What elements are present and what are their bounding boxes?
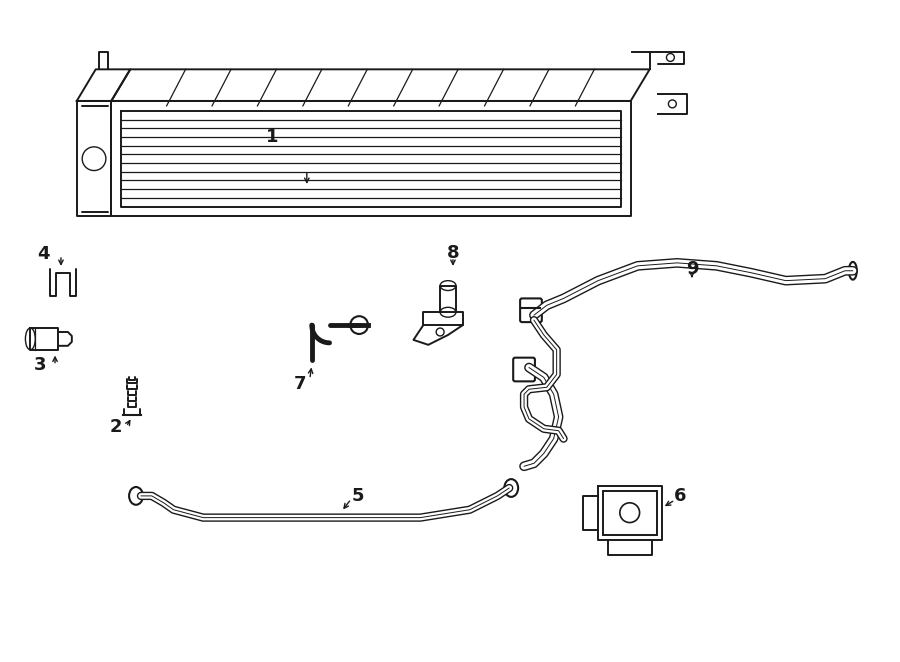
Text: 2: 2 <box>110 418 122 436</box>
Text: 1: 1 <box>266 128 278 146</box>
Text: 8: 8 <box>446 244 459 262</box>
Ellipse shape <box>849 262 857 279</box>
Text: 9: 9 <box>686 260 698 278</box>
Text: 4: 4 <box>37 245 50 263</box>
Text: 6: 6 <box>674 487 687 505</box>
Text: 3: 3 <box>34 355 47 373</box>
Text: 5: 5 <box>352 487 365 505</box>
Text: 7: 7 <box>293 375 306 393</box>
